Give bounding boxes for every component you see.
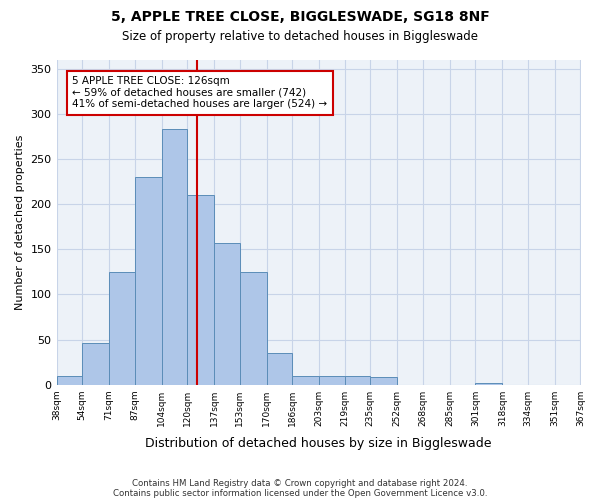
Bar <box>239 272 267 384</box>
Bar <box>370 378 397 384</box>
X-axis label: Distribution of detached houses by size in Biggleswade: Distribution of detached houses by size … <box>145 437 492 450</box>
Bar <box>214 243 239 384</box>
Text: Size of property relative to detached houses in Biggleswade: Size of property relative to detached ho… <box>122 30 478 43</box>
Bar <box>345 376 370 384</box>
Y-axis label: Number of detached properties: Number of detached properties <box>15 134 25 310</box>
Bar <box>82 343 109 384</box>
Bar <box>319 376 345 384</box>
Bar <box>134 177 161 384</box>
Bar <box>56 376 82 384</box>
Text: 5 APPLE TREE CLOSE: 126sqm
← 59% of detached houses are smaller (742)
41% of sem: 5 APPLE TREE CLOSE: 126sqm ← 59% of deta… <box>72 76 328 110</box>
Bar <box>267 353 292 384</box>
Text: 5, APPLE TREE CLOSE, BIGGLESWADE, SG18 8NF: 5, APPLE TREE CLOSE, BIGGLESWADE, SG18 8… <box>110 10 490 24</box>
Text: Contains HM Land Registry data © Crown copyright and database right 2024.: Contains HM Land Registry data © Crown c… <box>132 478 468 488</box>
Bar <box>161 130 187 384</box>
Bar <box>475 383 502 384</box>
Bar <box>187 196 214 384</box>
Bar <box>109 272 134 384</box>
Bar <box>292 376 319 384</box>
Text: Contains public sector information licensed under the Open Government Licence v3: Contains public sector information licen… <box>113 488 487 498</box>
